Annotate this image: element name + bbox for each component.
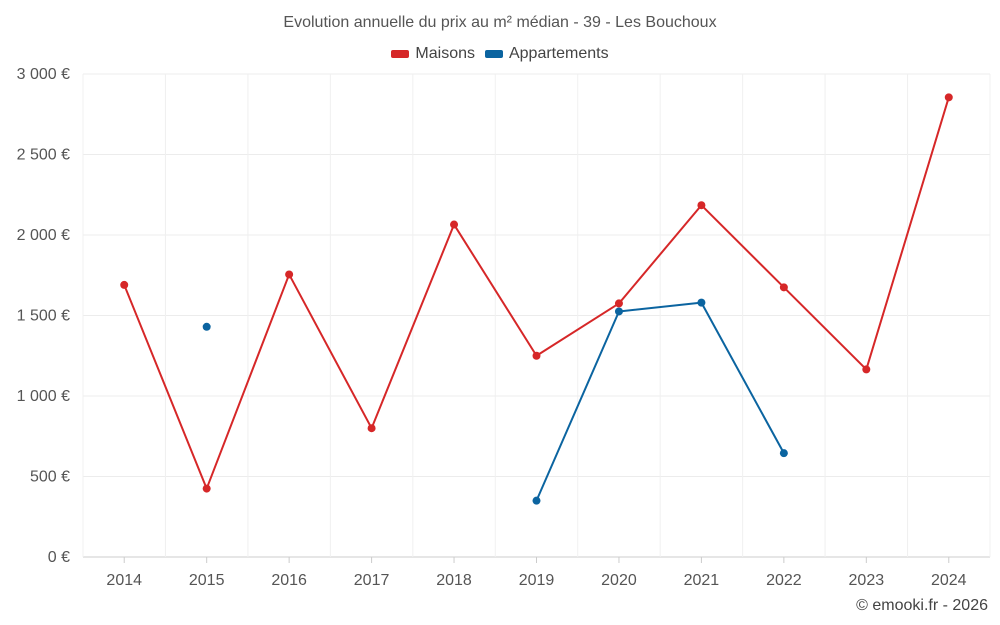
y-tick-label: 3 000 € — [17, 66, 70, 83]
data-point-appartements[interactable] — [697, 298, 706, 307]
y-tick-label: 1 500 € — [17, 308, 70, 325]
data-point-maisons[interactable] — [285, 270, 294, 279]
data-point-maisons[interactable] — [862, 365, 871, 374]
x-tick-label: 2017 — [354, 572, 390, 589]
data-point-appartements[interactable] — [532, 496, 541, 505]
y-tick-label: 2 500 € — [17, 147, 70, 164]
x-tick-label: 2023 — [849, 572, 885, 589]
data-point-maisons[interactable] — [697, 201, 706, 210]
data-point-maisons[interactable] — [779, 283, 788, 292]
legend-swatch-maisons — [391, 50, 410, 58]
x-tick-label: 2024 — [931, 572, 967, 589]
x-tick-label: 2014 — [106, 572, 142, 589]
data-point-appartements[interactable] — [779, 449, 788, 458]
data-point-maisons[interactable] — [120, 280, 129, 289]
series-line-appartements — [535, 301, 785, 502]
chart-title: Evolution annuelle du prix au m² médian … — [283, 14, 717, 31]
legend-label-appartements: Appartements — [508, 45, 609, 62]
x-tick-label: 2018 — [436, 572, 472, 589]
legend-label-maisons: Maisons — [415, 45, 475, 62]
credit-text: © emooki.fr - 2026 — [856, 597, 988, 614]
legend-swatch-appartements — [484, 50, 503, 58]
data-point-appartements[interactable] — [614, 307, 623, 316]
data-point-maisons[interactable] — [450, 220, 459, 229]
x-tick-label: 2022 — [766, 572, 802, 589]
y-tick-label: 0 € — [48, 549, 70, 566]
data-point-maisons[interactable] — [367, 424, 376, 433]
x-tick-label: 2016 — [271, 572, 307, 589]
data-point-maisons[interactable] — [614, 299, 623, 308]
legend-item-maisons[interactable]: Maisons — [391, 45, 475, 63]
data-point-appartements[interactable] — [202, 322, 211, 331]
y-tick-label: 500 € — [30, 469, 70, 486]
chart-legend: Maisons Appartements — [0, 45, 1000, 63]
data-point-maisons[interactable] — [944, 93, 953, 102]
y-tick-label: 1 000 € — [17, 388, 70, 405]
data-point-maisons[interactable] — [202, 484, 211, 493]
x-tick-label: 2020 — [601, 572, 637, 589]
legend-item-appartements[interactable]: Appartements — [484, 45, 609, 63]
y-tick-label: 2 000 € — [17, 227, 70, 244]
x-tick-label: 2019 — [519, 572, 555, 589]
x-tick-label: 2021 — [684, 572, 720, 589]
data-point-maisons[interactable] — [532, 351, 541, 360]
x-tick-label: 2015 — [189, 572, 225, 589]
